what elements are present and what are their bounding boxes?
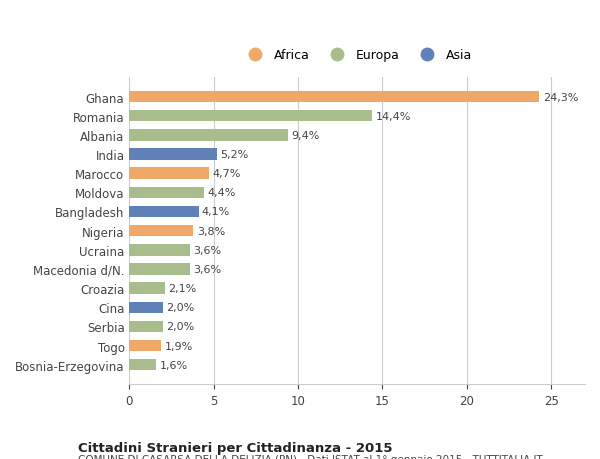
- Bar: [130, 187, 203, 199]
- Text: 5,2%: 5,2%: [220, 150, 249, 160]
- Text: 24,3%: 24,3%: [543, 92, 578, 102]
- Bar: [130, 225, 193, 237]
- Text: 1,9%: 1,9%: [165, 341, 193, 351]
- Bar: [130, 111, 373, 122]
- Text: 2,0%: 2,0%: [166, 302, 195, 313]
- Text: 3,6%: 3,6%: [193, 245, 221, 255]
- Text: 2,0%: 2,0%: [166, 322, 195, 332]
- Bar: [130, 168, 209, 179]
- Text: 2,1%: 2,1%: [168, 284, 196, 293]
- Text: 4,7%: 4,7%: [212, 169, 241, 179]
- Bar: [130, 206, 199, 218]
- Legend: Africa, Europa, Asia: Africa, Europa, Asia: [238, 44, 477, 67]
- Bar: [130, 321, 163, 332]
- Text: 3,6%: 3,6%: [193, 264, 221, 274]
- Text: 3,8%: 3,8%: [197, 226, 225, 236]
- Bar: [130, 340, 161, 352]
- Bar: [130, 263, 190, 275]
- Text: 9,4%: 9,4%: [292, 130, 320, 140]
- Bar: [130, 149, 217, 160]
- Bar: [130, 283, 165, 294]
- Bar: [130, 245, 190, 256]
- Text: 1,6%: 1,6%: [160, 360, 188, 370]
- Bar: [130, 302, 163, 313]
- Bar: [130, 92, 539, 103]
- Bar: [130, 359, 157, 371]
- Text: Cittadini Stranieri per Cittadinanza - 2015: Cittadini Stranieri per Cittadinanza - 2…: [78, 441, 392, 453]
- Text: 14,4%: 14,4%: [376, 112, 411, 122]
- Text: 4,1%: 4,1%: [202, 207, 230, 217]
- Text: COMUNE DI CASARSA DELLA DELIZIA (PN) - Dati ISTAT al 1° gennaio 2015 - TUTTITALI: COMUNE DI CASARSA DELLA DELIZIA (PN) - D…: [78, 454, 543, 459]
- Text: 4,4%: 4,4%: [207, 188, 235, 198]
- Bar: [130, 130, 288, 141]
